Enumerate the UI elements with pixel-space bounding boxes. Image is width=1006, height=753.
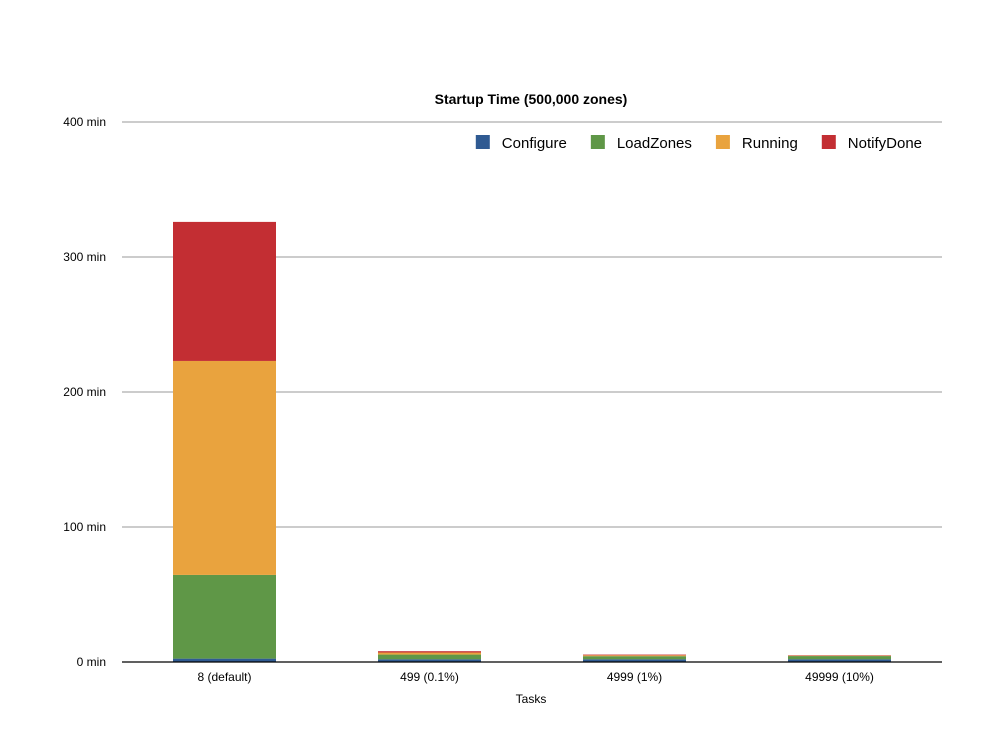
legend-label: LoadZones <box>617 135 692 152</box>
bar-segment-notifydone <box>378 651 481 653</box>
bar-stack <box>378 651 481 662</box>
legend-label: NotifyDone <box>848 135 922 152</box>
bar-segment-loadzones <box>788 656 891 660</box>
legend-item-configure: Configure <box>475 135 567 152</box>
legend-item-loadzones: LoadZones <box>590 135 692 152</box>
bar-stack <box>583 654 686 662</box>
bar-segment-running <box>173 360 276 575</box>
legend: Configure LoadZones Running NotifyDone <box>475 135 922 152</box>
x-axis-label: Tasks <box>516 692 547 706</box>
bar-segment-configure <box>583 659 686 662</box>
x-tick-label: 49999 (10%) <box>805 670 874 684</box>
y-tick-label: 0 min <box>77 655 106 669</box>
legend-label: Configure <box>502 135 567 152</box>
legend-item-running: Running <box>715 135 798 152</box>
legend-swatch <box>715 135 730 149</box>
x-tick-label: 4999 (1%) <box>607 670 662 684</box>
y-tick-label: 100 min <box>63 520 106 534</box>
x-tick-label: 499 (0.1%) <box>400 670 459 684</box>
x-tick-label: 8 (default) <box>197 670 251 684</box>
legend-swatch <box>590 135 605 149</box>
bar-segment-notifydone <box>583 654 686 656</box>
bar-segment-configure <box>378 659 481 662</box>
bar-stack <box>173 221 276 662</box>
bar-segment-notifydone <box>173 221 276 361</box>
bar-stacks <box>173 221 891 662</box>
legend-item-notifydone: NotifyDone <box>821 135 922 152</box>
bar-segment-running <box>583 655 686 657</box>
bar-segment-configure <box>173 658 276 662</box>
bar-segment-loadzones <box>583 656 686 660</box>
y-axis-ticks: 0 min 100 min 200 min 300 min 400 min <box>63 115 106 669</box>
x-axis-ticks: 8 (default) 499 (0.1%) 4999 (1%) 49999 (10%… <box>197 670 873 684</box>
chart-title: Startup Time (500,000 zones) <box>435 91 628 107</box>
legend-label: Running <box>742 135 798 152</box>
bar-segment-configure <box>788 659 891 662</box>
y-tick-label: 200 min <box>63 385 106 399</box>
legend-swatch <box>821 135 836 149</box>
legend-swatch <box>475 135 490 149</box>
bar-segment-loadzones <box>378 654 481 660</box>
bar-stack <box>788 655 891 662</box>
y-tick-label: 400 min <box>63 115 106 129</box>
bar-segment-loadzones <box>173 574 276 659</box>
y-tick-label: 300 min <box>63 250 106 264</box>
bar-segment-running <box>378 652 481 655</box>
